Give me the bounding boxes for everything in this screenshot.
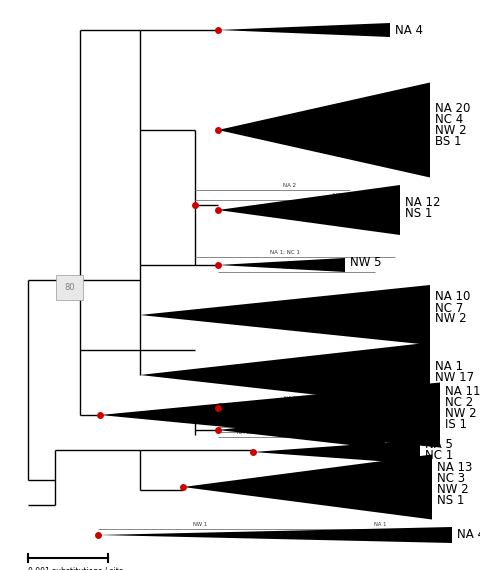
Text: 0.001 substitutions / site: 0.001 substitutions / site <box>28 566 123 570</box>
Text: NW 1: NW 1 <box>193 522 207 527</box>
Text: NC 3: NC 3 <box>437 472 465 485</box>
Text: NA 2: NA 2 <box>283 183 297 188</box>
Text: NA 1: NA 1 <box>435 360 463 373</box>
Text: NA 1; NW 1: NA 1; NW 1 <box>237 430 267 435</box>
Text: NA 2; NC 1: NA 2; NC 1 <box>284 396 312 401</box>
Text: NW 17: NW 17 <box>435 371 474 384</box>
Text: BS 1: BS 1 <box>435 135 461 148</box>
Polygon shape <box>218 185 400 235</box>
Polygon shape <box>98 527 452 543</box>
Text: NC 1: NC 1 <box>425 449 453 462</box>
Text: NA 1: NA 1 <box>237 425 250 430</box>
Text: NS 1: NS 1 <box>405 207 432 220</box>
Text: NW 5: NW 5 <box>350 256 382 270</box>
Polygon shape <box>218 411 385 449</box>
Text: NA 4: NA 4 <box>457 528 480 541</box>
Text: NW 2: NW 2 <box>435 124 467 137</box>
Text: NA 4: NA 4 <box>395 23 423 36</box>
Text: NA 1: NA 1 <box>283 265 297 270</box>
Polygon shape <box>253 440 420 464</box>
Text: NA 20: NA 20 <box>435 102 470 115</box>
Text: NA 5: NA 5 <box>425 438 453 451</box>
Polygon shape <box>218 23 390 37</box>
Text: NS 1: NS 1 <box>437 494 464 507</box>
Text: NA 1: NA 1 <box>279 402 291 407</box>
Text: NW 2: NW 2 <box>435 312 467 325</box>
Text: NC 4: NC 4 <box>435 113 463 126</box>
Text: NA 1; NC 1: NA 1; NC 1 <box>270 250 300 255</box>
Text: NA 13: NA 13 <box>437 461 472 474</box>
Text: NW 2: NW 2 <box>445 407 477 420</box>
Text: NA 10: NA 10 <box>435 291 470 303</box>
Text: BS 1: BS 1 <box>390 433 417 446</box>
Text: IS 1: IS 1 <box>445 418 467 431</box>
Text: NC 7: NC 7 <box>435 302 463 315</box>
Text: NC 2: NC 2 <box>445 396 473 409</box>
Polygon shape <box>183 454 432 519</box>
Text: NA 11: NA 11 <box>445 385 480 398</box>
Polygon shape <box>100 382 440 447</box>
Polygon shape <box>140 285 430 345</box>
Text: NA 12: NA 12 <box>405 196 441 209</box>
Polygon shape <box>218 258 345 272</box>
Polygon shape <box>218 83 430 177</box>
Text: NA 1: NA 1 <box>334 193 347 198</box>
Text: NC 1: NC 1 <box>237 420 250 425</box>
Text: NC 1: NC 1 <box>390 421 418 434</box>
Text: NW 2: NW 2 <box>437 483 468 496</box>
Text: NA 6: NA 6 <box>390 410 418 424</box>
Polygon shape <box>140 343 430 408</box>
Text: NA 1: NA 1 <box>374 522 386 527</box>
Text: 80: 80 <box>64 283 75 292</box>
